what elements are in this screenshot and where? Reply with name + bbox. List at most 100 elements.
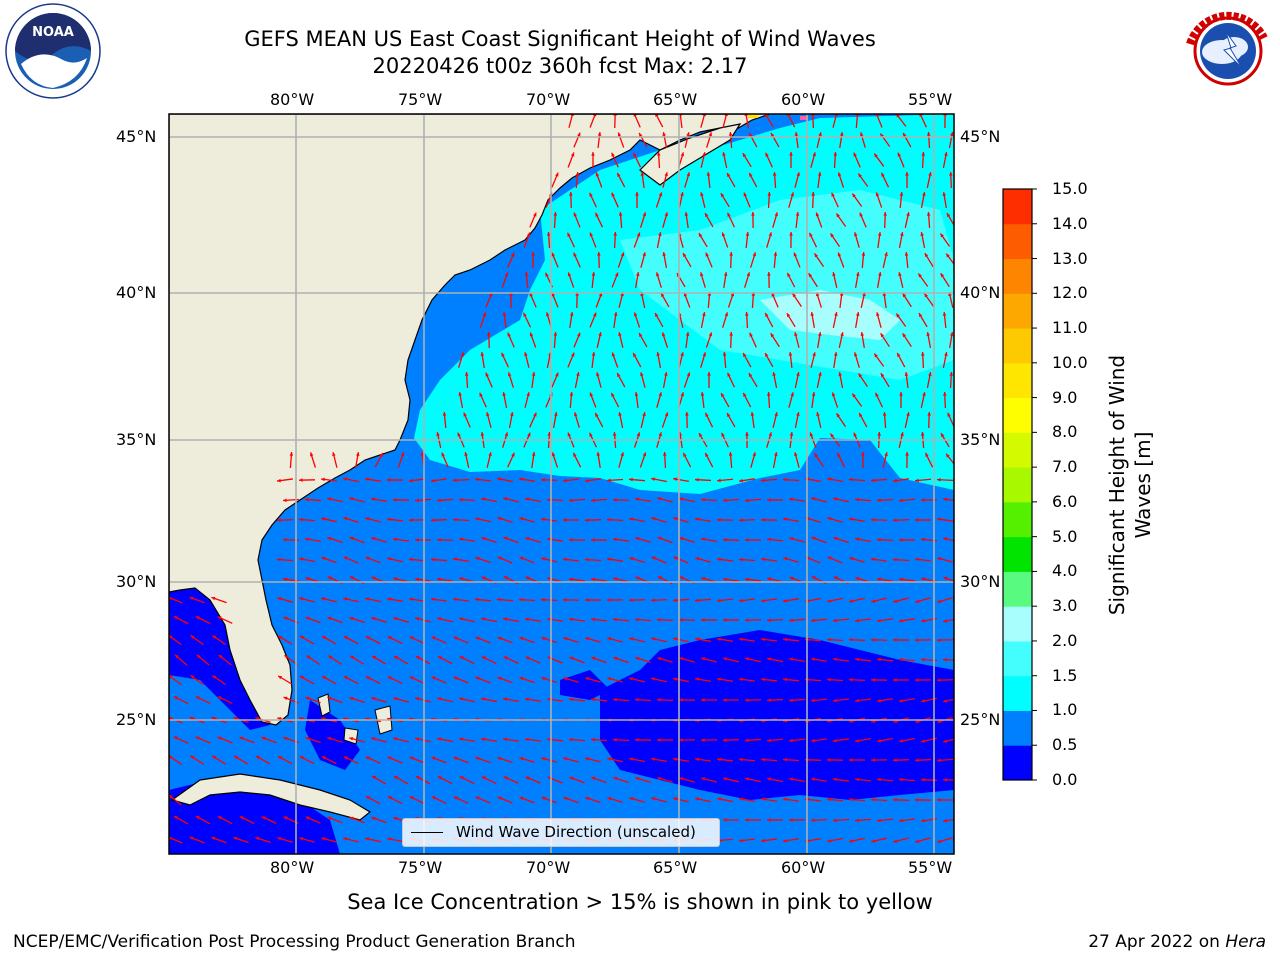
wave-arrow-head [944,352,948,357]
wave-arrow-head [768,432,773,437]
wave-arrow-head [607,677,612,681]
wave-arrow-head [365,517,370,521]
wave-arrow-head [947,412,951,417]
wave-arrow-head [633,152,637,157]
wave-arrow-head [415,498,419,503]
wave-arrow-head [814,253,818,258]
wave-arrow-head [387,676,392,680]
wave-arrow-head [884,252,888,257]
wave-arrow-head [507,372,512,377]
wave-arrow-head [409,597,413,602]
legend-line-sample [411,832,443,833]
wave-arrow-head [855,497,859,502]
wave-arrow-head [547,577,552,581]
wave-arrow-head [169,635,173,639]
wave-arrow-head [278,635,283,640]
wave-arrow-head [211,836,216,841]
wave-arrow-head [635,497,639,502]
wave-arrow-head [875,192,880,197]
wave-arrow-head [327,616,332,621]
wave-arrow-head [437,577,441,582]
wave-arrow-head [394,776,399,780]
wave-arrow-head [349,536,354,541]
wave-arrow-head [642,252,646,257]
wave-arrow-head [212,635,217,639]
wave-arrow-head [897,152,902,157]
wave-arrow-head [541,757,546,761]
wave-arrow-head [217,816,222,820]
nws-logo [1181,4,1275,98]
wave-arrow-head [679,657,684,661]
wave-arrow-head [415,617,420,621]
wave-arrow-head [749,332,753,337]
wave-arrow-head [767,738,771,743]
wave-arrow-head [937,557,942,561]
wave-arrow-head [283,816,288,820]
wave-arrow-head [618,332,622,337]
wave-arrow-head [761,598,765,603]
wave-arrow-head [928,172,932,177]
wave-arrow-head [701,738,705,742]
wave-arrow-head [409,676,414,680]
wave-arrow-head [618,412,622,417]
wave-arrow-head [563,557,567,562]
wave-arrow-head [695,477,699,482]
wave-arrow-head [877,739,881,743]
wave-arrow-head [766,392,771,396]
wave-arrow-head [751,212,755,216]
wave-arrow-head [415,697,420,701]
wave-arrow-head [459,697,464,701]
wave-arrow-head [569,498,573,503]
wave-arrow-head [503,617,507,621]
wave-arrow-head [563,757,568,761]
wave-arrow-head [299,837,304,841]
lon-label-bottom: 70°W [526,858,571,877]
wave-arrow-head [299,557,303,561]
wave-arrow-head [877,432,882,436]
colorbar-tick-label: 0.0 [1052,770,1078,789]
wave-arrow-head [899,657,903,662]
wave-arrow-head [563,636,568,641]
wave-arrow-head [926,332,930,336]
wave-arrow-head [742,153,747,158]
lat-label-left: 35°N [116,430,157,449]
wave-arrow-head [812,152,816,157]
lon-label-top: 70°W [526,90,571,109]
wave-arrow-head [607,517,611,522]
wave-arrow-head [573,212,578,217]
wave-arrow-head [497,636,502,641]
wave-arrow-head [635,776,640,781]
wave-arrow-head [893,638,897,642]
wave-arrow-head [321,676,326,680]
wave-arrow-head [811,738,815,743]
colorbar-segment [1003,710,1032,746]
wave-arrow-head [387,557,392,561]
wave-arrow-head [212,755,217,760]
wave-arrow-head [905,172,909,176]
wave-arrow-head [836,413,841,418]
graticule [169,114,954,854]
wave-arrow-head [328,655,333,660]
wave-arrow-head [745,818,749,822]
wave-arrow-head [749,132,753,137]
wave-arrow-head [876,312,880,317]
wave-arrow-head [920,352,925,356]
wave-arrow-head [745,432,749,436]
wave-arrow-head [327,816,332,821]
wave-arrow-head [723,818,727,822]
wave-arrow-head [728,132,733,136]
wave-arrow-head [767,577,772,581]
wave-arrow-head [855,272,860,276]
wave-arrow-head [300,676,305,680]
wave-arrow-head [661,332,666,337]
wave-arrow-head [745,738,749,743]
wave-arrow-head [774,412,778,417]
wave-arrow-head [486,412,490,417]
wave-arrow-head [569,737,573,742]
wave-arrow-head [855,777,859,782]
wave-arrow-head [635,656,640,661]
wave-arrow-head [749,172,753,177]
colorbar-tick-label: 1.5 [1052,665,1078,685]
wave-arrow-head [679,618,683,622]
wave-arrow-head [629,637,634,641]
